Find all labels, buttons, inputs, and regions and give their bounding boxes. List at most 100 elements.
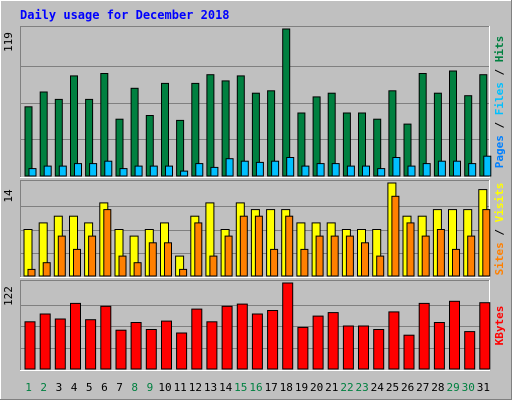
x-tick-label-day-22: 22: [340, 381, 353, 394]
legend-separator: /: [493, 62, 506, 82]
panel-visits-sites: 14 Sites / Visits: [2, 180, 506, 278]
kbytes-bar-day-26: [403, 334, 415, 370]
sites-bar-day-17: [270, 248, 279, 277]
x-tick-label-day-7: 7: [116, 381, 123, 394]
x-tick-label-day-14: 14: [219, 381, 233, 394]
hits-bar-day-11: [176, 119, 185, 177]
files-bar-day-22: [346, 165, 355, 177]
kbytes-bar-day-2: [39, 313, 51, 370]
kbytes-bar-day-20: [312, 315, 324, 370]
sites-bar-day-6: [103, 209, 112, 277]
x-tick-label-day-28: 28: [431, 381, 444, 394]
kbytes-bar-day-8: [130, 322, 142, 370]
sites-bar-day-8: [133, 262, 142, 277]
x-tick-label-day-27: 27: [416, 381, 429, 394]
legend-entry-visits: Visits: [493, 183, 506, 223]
x-tick-label-day-25: 25: [386, 381, 399, 394]
sites-bar-day-4: [73, 248, 81, 277]
files-bar-day-30: [468, 163, 477, 177]
kbytes-bar-day-31: [479, 302, 491, 370]
sites-bar-day-1: [27, 268, 36, 277]
kbytes-bar-day-24: [373, 329, 385, 370]
hits-bar-day-6: [100, 73, 109, 177]
x-tick-label-day-10: 10: [158, 381, 171, 394]
files-bar-day-5: [89, 163, 98, 177]
files-bar-day-10: [165, 165, 173, 177]
hits-bar-day-27: [418, 73, 427, 177]
files-bar-day-11: [180, 170, 189, 177]
sites-bar-day-22: [345, 235, 354, 277]
x-tick-label-day-23: 23: [355, 381, 368, 394]
kbytes-bar-day-23: [358, 325, 369, 370]
files-bar-day-24: [377, 168, 386, 177]
x-tick-label-day-6: 6: [101, 381, 108, 394]
sites-bar-day-18: [285, 215, 294, 277]
files-bar-day-23: [362, 165, 370, 177]
files-bar-day-21: [331, 163, 340, 177]
sites-bar-day-5: [88, 235, 97, 277]
x-tick-label-day-8: 8: [131, 381, 138, 394]
files-bar-day-14: [225, 158, 234, 177]
panel-kbytes: 122 KBytes: [2, 280, 506, 371]
x-tick-label-day-16: 16: [249, 381, 262, 394]
files-bar-day-7: [119, 168, 128, 177]
files-bar-day-9: [149, 165, 158, 177]
files-bar-day-8: [134, 165, 143, 177]
hits-bar-day-12: [191, 82, 200, 177]
x-tick-label-day-9: 9: [147, 381, 154, 394]
kbytes-bar-day-12: [191, 308, 203, 370]
x-tick-label-day-31: 31: [477, 381, 490, 394]
kbytes-bar-day-7: [115, 329, 127, 370]
sites-bar-day-29: [452, 248, 460, 277]
files-bar-day-12: [195, 163, 204, 177]
x-tick-label-day-12: 12: [189, 381, 202, 394]
hits-bar-day-1: [24, 106, 33, 177]
kbytes-bar-day-13: [206, 321, 218, 370]
x-tick-label-day-4: 4: [71, 381, 78, 394]
sites-bar-day-2: [42, 262, 51, 277]
sites-bar-day-12: [194, 222, 203, 277]
files-bar-day-16: [255, 161, 264, 177]
x-tick-label-day-18: 18: [280, 381, 293, 394]
sites-bar-day-27: [421, 235, 430, 277]
kbytes-bar-day-16: [251, 313, 263, 370]
x-tick-label-day-2: 2: [40, 381, 47, 394]
sites-bar-day-19: [300, 248, 309, 277]
legend-separator: /: [493, 115, 506, 135]
sites-bar-day-30: [467, 235, 476, 277]
hits-bar-day-29: [449, 70, 457, 177]
x-tick-label-day-20: 20: [310, 381, 323, 394]
y-legend-label: KBytes: [493, 306, 506, 346]
kbytes-bar-day-1: [24, 321, 36, 370]
legend-entry-pages: Pages: [493, 135, 506, 168]
files-bar-day-28: [437, 160, 446, 177]
files-bar-day-3: [58, 165, 67, 177]
sites-bar-day-10: [164, 242, 172, 277]
sites-bar-day-28: [436, 229, 445, 277]
legend-entry-sites: Sites: [493, 242, 506, 275]
legend-entry-hits: Hits: [493, 36, 506, 63]
kbytes-bar-day-19: [297, 326, 309, 370]
x-axis-labels: 1 2 3 4 5 6 7 8 9 10 11 12 13 14 15 16 17 18 19 20 21 22 23 24 2…: [25, 381, 490, 394]
kbytes-bar-day-29: [449, 300, 460, 370]
hits-bar-day-2: [39, 91, 48, 177]
files-bar-day-25: [392, 157, 401, 177]
kbytes-bar-day-9: [145, 329, 157, 370]
x-tick-label-day-30: 30: [462, 381, 475, 394]
x-tick-label-day-3: 3: [56, 381, 63, 394]
hits-bar-day-3: [54, 98, 63, 177]
x-tick-label-day-21: 21: [325, 381, 338, 394]
kbytes-bar-day-17: [267, 310, 279, 370]
y-max-label: 119: [2, 32, 15, 52]
sites-bar-day-24: [376, 255, 385, 277]
x-tick-label-day-17: 17: [265, 381, 278, 394]
x-tick-label-day-19: 19: [295, 381, 308, 394]
kbytes-bar-day-30: [464, 331, 476, 370]
sites-bar-day-21: [330, 235, 339, 277]
sites-bar-day-20: [315, 235, 324, 277]
legend-entry-kbytes: KBytes: [493, 306, 506, 346]
panel-pages-files-hits: 119 Pages / Files / Hits: [2, 26, 506, 178]
